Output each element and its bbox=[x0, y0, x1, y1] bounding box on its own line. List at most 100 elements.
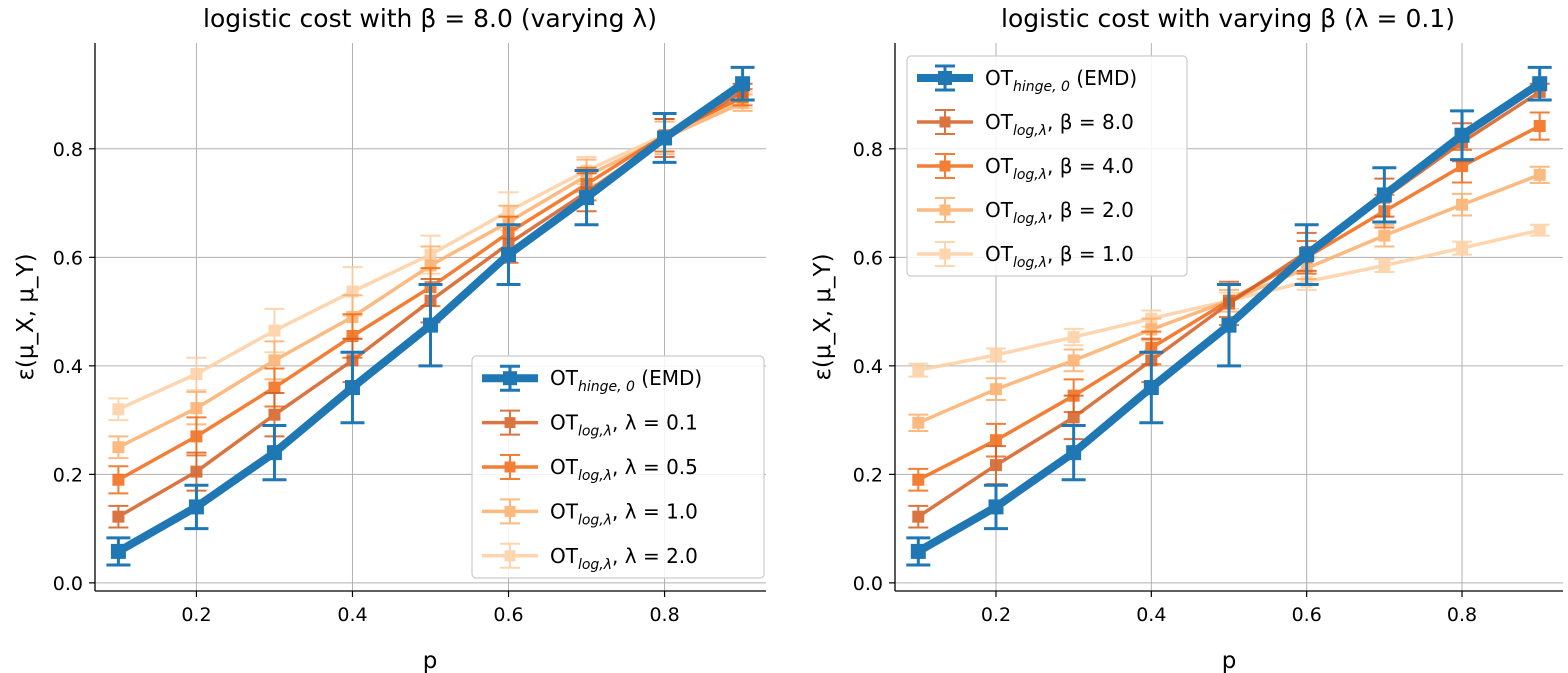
legend-item bbox=[917, 64, 973, 92]
x-tick-label: 0.8 bbox=[649, 604, 679, 626]
x-axis-label: p bbox=[1222, 648, 1237, 673]
chart-varying-lambda: logistic cost with β = 8.0 (varying λ) 0… bbox=[13, 4, 766, 673]
legend-item bbox=[917, 197, 973, 223]
legend-marker bbox=[504, 461, 516, 473]
y-tick-label: 0.2 bbox=[853, 464, 883, 486]
x-axis-label: p bbox=[423, 648, 438, 673]
data-point bbox=[579, 190, 595, 206]
legend-label: OThinge, 0 (EMD) bbox=[550, 366, 702, 395]
data-point bbox=[1456, 160, 1469, 173]
legend-label-main: OT bbox=[985, 66, 1014, 90]
data-point bbox=[190, 402, 203, 415]
data-point bbox=[268, 408, 281, 421]
legend-label-main: OT bbox=[985, 242, 1014, 266]
data-point bbox=[1378, 229, 1391, 242]
legend-label-rest: (EMD) bbox=[635, 366, 702, 390]
data-point bbox=[1454, 127, 1470, 143]
data-point bbox=[989, 434, 1002, 447]
data-point bbox=[268, 324, 281, 337]
x-tick-label: 0.8 bbox=[1447, 604, 1477, 626]
data-point bbox=[1376, 187, 1392, 203]
legend-item bbox=[482, 542, 538, 569]
legend-item bbox=[482, 364, 538, 392]
legend-marker bbox=[939, 160, 951, 172]
legend: OThinge, 0 (EMD)OTlog,λ, β = 8.0OTlog,λ,… bbox=[906, 55, 1188, 277]
legend-marker bbox=[504, 417, 516, 429]
data-point bbox=[989, 348, 1002, 361]
legend-label-main: OT bbox=[550, 499, 579, 523]
legend-item bbox=[482, 454, 538, 480]
y-tick-label: 0.8 bbox=[853, 139, 883, 161]
series-0 bbox=[108, 90, 753, 422]
legend-item bbox=[482, 498, 538, 525]
series-4 bbox=[106, 65, 755, 567]
data-point bbox=[912, 416, 925, 429]
legend-label-rest: , λ = 0.5 bbox=[612, 455, 698, 479]
data-point bbox=[112, 473, 125, 486]
legend-label-main: OT bbox=[550, 366, 579, 390]
legend-label-subscript: hinge, 0 bbox=[1013, 79, 1070, 95]
y-tick-label: 0.6 bbox=[853, 247, 883, 269]
legend-label-rest: , λ = 1.0 bbox=[612, 499, 698, 523]
legend: OThinge, 0 (EMD)OTlog,λ, λ = 0.1OTlog,λ,… bbox=[471, 355, 765, 579]
data-point bbox=[1067, 411, 1080, 424]
y-tick-label: 0.4 bbox=[853, 356, 883, 378]
data-point bbox=[735, 76, 751, 92]
legend-label-subscript: log,λ bbox=[1013, 255, 1047, 271]
x-tick-label: 0.4 bbox=[337, 604, 367, 626]
data-point bbox=[1532, 76, 1548, 92]
legend-label-rest: , λ = 0.1 bbox=[612, 411, 698, 435]
legend-label-subscript: log,λ bbox=[1013, 167, 1047, 183]
legend-label-rest: , β = 8.0 bbox=[1047, 110, 1134, 134]
legend-item bbox=[917, 109, 973, 135]
x-tick-label: 0.2 bbox=[181, 604, 211, 626]
data-point bbox=[989, 383, 1002, 396]
legend-item bbox=[917, 241, 973, 267]
x-tick-label: 0.4 bbox=[1136, 604, 1166, 626]
data-point bbox=[190, 430, 203, 443]
y-tick-label: 0.0 bbox=[853, 573, 883, 595]
legend-label: OTlog,λ, β = 1.0 bbox=[985, 242, 1134, 271]
legend-label-main: OT bbox=[985, 110, 1014, 134]
legend-label-main: OT bbox=[985, 154, 1014, 178]
data-point bbox=[989, 459, 1002, 472]
data-point bbox=[657, 130, 673, 146]
data-point bbox=[1533, 120, 1546, 133]
y-tick-label: 0.0 bbox=[53, 573, 83, 595]
legend-label-rest: (EMD) bbox=[1070, 66, 1137, 90]
data-point bbox=[988, 499, 1004, 515]
data-point bbox=[112, 441, 125, 454]
data-point bbox=[110, 543, 126, 559]
legend-marker bbox=[939, 204, 951, 216]
legend-label: OTlog,λ, λ = 1.0 bbox=[550, 499, 698, 528]
data-point bbox=[910, 543, 926, 559]
data-point bbox=[1067, 354, 1080, 367]
legend-item bbox=[917, 153, 973, 179]
data-point bbox=[1066, 445, 1082, 461]
legend-label-subscript: hinge, 0 bbox=[578, 379, 635, 395]
legend-label: OTlog,λ, λ = 0.1 bbox=[550, 411, 698, 440]
legend-label-main: OT bbox=[550, 544, 579, 568]
legend-label-subscript: log,λ bbox=[1013, 123, 1047, 139]
data-point bbox=[266, 445, 282, 461]
data-point bbox=[112, 510, 125, 523]
legend-marker bbox=[938, 71, 952, 85]
legend-label-subscript: log,λ bbox=[578, 424, 612, 440]
legend-label-main: OT bbox=[550, 411, 579, 435]
chart-varying-beta: logistic cost with varying β (λ = 0.1) 0… bbox=[810, 4, 1563, 673]
legend-marker bbox=[939, 116, 951, 128]
data-point bbox=[190, 465, 203, 478]
data-point bbox=[1143, 380, 1159, 396]
legend-label-main: OT bbox=[985, 198, 1014, 222]
data-point bbox=[1456, 242, 1469, 255]
y-tick-label: 0.8 bbox=[53, 139, 83, 161]
legend-label-rest: , β = 1.0 bbox=[1047, 242, 1134, 266]
y-tick-label: 0.6 bbox=[53, 247, 83, 269]
legend-label-rest: , λ = 2.0 bbox=[612, 544, 698, 568]
data-point bbox=[912, 364, 925, 377]
legend-label-subscript: log,λ bbox=[578, 468, 612, 484]
data-point bbox=[1456, 198, 1469, 211]
data-point bbox=[1221, 317, 1237, 333]
data-point bbox=[190, 367, 203, 380]
